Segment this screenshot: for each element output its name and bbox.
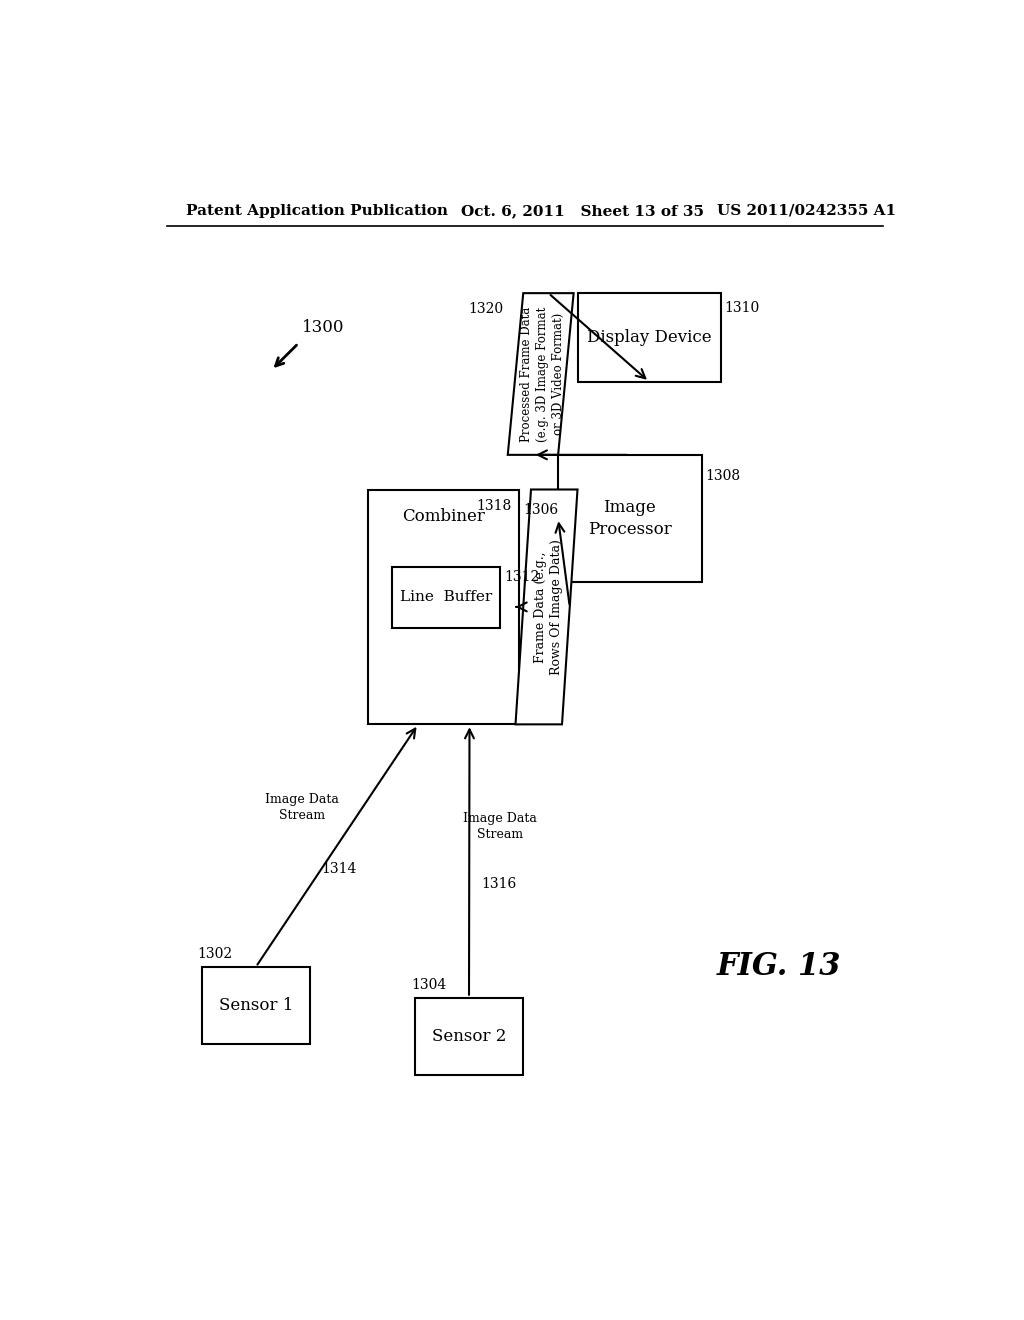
Text: 1310: 1310 — [725, 301, 760, 315]
Text: Image Data
Stream: Image Data Stream — [463, 812, 538, 841]
Text: 1300: 1300 — [302, 318, 345, 335]
Bar — [415, 998, 523, 1074]
Text: Oct. 6, 2011   Sheet 13 of 35: Oct. 6, 2011 Sheet 13 of 35 — [461, 203, 705, 218]
Bar — [369, 490, 519, 725]
Text: US 2011/0242355 A1: US 2011/0242355 A1 — [717, 203, 896, 218]
Polygon shape — [508, 293, 573, 455]
Text: Sensor 2: Sensor 2 — [432, 1028, 506, 1044]
Text: Patent Application Publication: Patent Application Publication — [186, 203, 449, 218]
Text: Image Data
Stream: Image Data Stream — [265, 792, 339, 821]
Bar — [202, 966, 310, 1044]
Text: Line  Buffer: Line Buffer — [399, 590, 492, 605]
Text: Frame Data (e.g.,
Rows Of Image Data): Frame Data (e.g., Rows Of Image Data) — [534, 539, 562, 675]
Text: Sensor 1: Sensor 1 — [219, 997, 293, 1014]
Text: 1314: 1314 — [322, 862, 357, 875]
Bar — [391, 566, 500, 628]
Text: 1318: 1318 — [476, 499, 512, 512]
Text: Processed Frame Data
(e.g. 3D Image Format
or 3D Video Format): Processed Frame Data (e.g. 3D Image Form… — [520, 306, 565, 442]
Polygon shape — [515, 490, 578, 725]
Text: 1306: 1306 — [523, 503, 558, 517]
Bar — [558, 455, 701, 582]
Text: 1316: 1316 — [481, 876, 516, 891]
Text: Display Device: Display Device — [587, 329, 712, 346]
Text: 1320: 1320 — [469, 302, 504, 317]
Text: Combiner: Combiner — [402, 508, 485, 525]
Text: 1304: 1304 — [411, 978, 446, 991]
Text: FIG. 13: FIG. 13 — [717, 952, 842, 982]
Bar — [578, 293, 721, 381]
Text: 1302: 1302 — [198, 946, 232, 961]
Text: 1312: 1312 — [504, 570, 539, 585]
Text: 1308: 1308 — [706, 469, 740, 483]
Text: Image
Processor: Image Processor — [588, 499, 672, 539]
